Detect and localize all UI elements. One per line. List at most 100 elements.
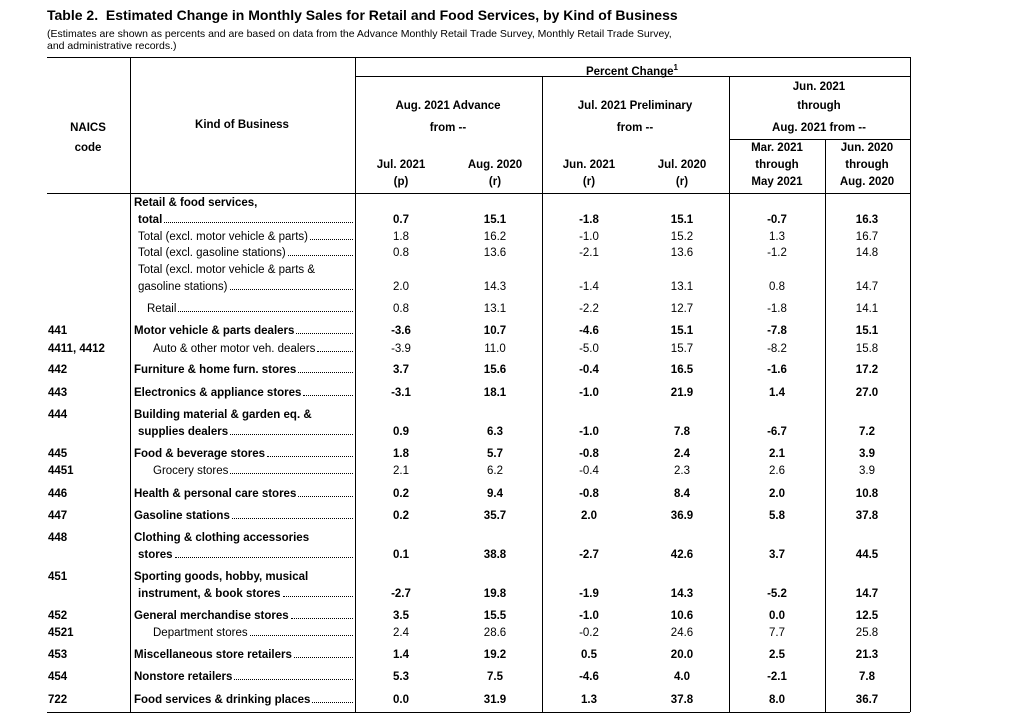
leader-dots	[290, 618, 353, 619]
value: 31.9	[483, 694, 507, 706]
value: -1.9	[579, 588, 599, 600]
value: 16.5	[670, 364, 694, 376]
value: 27.0	[855, 387, 879, 399]
rule	[47, 193, 910, 194]
value: 3.5	[393, 610, 409, 622]
value: 2.4	[393, 627, 409, 639]
kind-label: Retail & food services,	[134, 197, 258, 209]
kind-label: Auto & other motor veh. dealers	[153, 343, 316, 355]
kind-line: supplies dealers	[138, 424, 353, 440]
value: -0.8	[579, 488, 599, 500]
value: 36.7	[855, 694, 879, 706]
value: 15.2	[670, 231, 694, 243]
value: 14.7	[855, 281, 879, 293]
leader-dots	[317, 351, 353, 352]
value: 14.7	[855, 588, 879, 600]
kind-label: Food & beverage stores	[134, 448, 266, 460]
naics-code: 441	[48, 325, 68, 337]
value: 5.7	[487, 448, 503, 460]
leader-dots	[229, 289, 353, 290]
value: 0.2	[393, 488, 409, 500]
column-header: Jul. 2020	[657, 159, 707, 171]
value: -1.2	[767, 247, 787, 259]
value: 38.8	[483, 549, 507, 561]
kind-label: Sporting goods, hobby, musical	[134, 571, 309, 583]
value: -4.6	[579, 671, 599, 683]
kind-label: Clothing & clothing accessories	[134, 532, 310, 544]
value: 36.9	[670, 510, 694, 522]
value: 2.1	[393, 465, 409, 477]
kind-line: instrument, & book stores	[138, 586, 353, 602]
value: -2.2	[579, 303, 599, 315]
value: 9.4	[487, 488, 503, 500]
leader-dots	[178, 311, 353, 312]
kind-label: instrument, & book stores	[138, 588, 281, 600]
kind-label: Total (excl. motor vehicle & parts &	[138, 264, 316, 276]
rule	[825, 139, 826, 712]
value: 25.8	[855, 627, 879, 639]
kind-header: Kind of Business	[195, 119, 289, 131]
value: 0.8	[769, 281, 785, 293]
value: 21.3	[855, 649, 879, 661]
column-header: (r)	[675, 176, 689, 188]
group-header: Aug. 2021 from --	[772, 122, 866, 134]
value: 18.1	[483, 387, 507, 399]
kind-label: supplies dealers	[138, 426, 229, 438]
value: 1.3	[581, 694, 597, 706]
value: -1.0	[579, 426, 599, 438]
column-header: Aug. 2020	[839, 176, 895, 188]
value: 3.9	[859, 448, 875, 460]
value: -0.2	[579, 627, 599, 639]
rule	[47, 57, 910, 58]
value: 4.0	[674, 671, 690, 683]
kind-line: Grocery stores	[153, 463, 353, 479]
value: 3.7	[393, 364, 409, 376]
kind-label: gasoline stations)	[138, 281, 228, 293]
value: 15.7	[670, 343, 694, 355]
kind-label: Nonstore retailers	[134, 671, 233, 683]
kind-line: Building material & garden eq. &	[134, 407, 356, 423]
value: 5.3	[393, 671, 409, 683]
value: -5.0	[579, 343, 599, 355]
value: 2.5	[769, 649, 785, 661]
value: -4.6	[579, 325, 599, 337]
value: 5.8	[769, 510, 785, 522]
value: 0.7	[393, 214, 409, 226]
value: 37.8	[670, 694, 694, 706]
value: 28.6	[483, 627, 507, 639]
leader-dots	[174, 557, 353, 558]
kind-line: General merchandise stores	[134, 608, 353, 624]
value: 42.6	[670, 549, 694, 561]
naics-code: 445	[48, 448, 68, 460]
value: 1.8	[393, 448, 409, 460]
value: -0.4	[579, 465, 599, 477]
value: 1.8	[393, 231, 409, 243]
kind-line: Sporting goods, hobby, musical	[134, 569, 356, 585]
naics-code: 722	[48, 694, 68, 706]
value: 3.7	[769, 549, 785, 561]
leader-dots	[293, 657, 353, 658]
value: 10.7	[483, 325, 507, 337]
value: 19.2	[483, 649, 507, 661]
leader-dots	[287, 255, 353, 256]
column-header: (r)	[582, 176, 596, 188]
value: 21.9	[670, 387, 694, 399]
value: 16.3	[855, 214, 879, 226]
value: -3.9	[391, 343, 411, 355]
column-header: Jun. 2021	[562, 159, 616, 171]
naics-code: 443	[48, 387, 68, 399]
value: 1.3	[769, 231, 785, 243]
kind-line: gasoline stations)	[138, 279, 353, 295]
value: 3.9	[859, 465, 875, 477]
value: 0.2	[393, 510, 409, 522]
kind-line: Retail & food services,	[134, 195, 356, 211]
leader-dots	[234, 679, 353, 680]
value: 14.3	[483, 281, 507, 293]
kind-line: Food & beverage stores	[134, 446, 353, 462]
value: 44.5	[855, 549, 879, 561]
rule	[355, 76, 910, 77]
value: 0.0	[393, 694, 409, 706]
value: -1.0	[579, 610, 599, 622]
value: 2.0	[581, 510, 597, 522]
